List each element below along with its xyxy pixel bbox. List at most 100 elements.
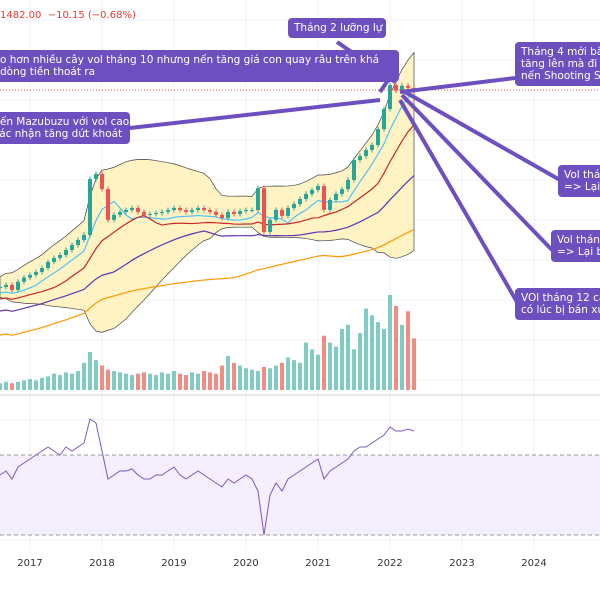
candle-body xyxy=(130,207,134,211)
volume-bar xyxy=(64,372,68,390)
candle-body xyxy=(250,210,254,212)
candle-body xyxy=(328,200,332,210)
volume-bar xyxy=(28,379,32,390)
candle-body xyxy=(184,210,188,212)
candle-body xyxy=(52,257,56,262)
ma-10-line xyxy=(0,124,415,300)
candle-body xyxy=(388,85,392,109)
annotation-text: VOl tháng 12 ca xyxy=(521,292,600,304)
candle-body xyxy=(166,210,170,212)
rsi-line xyxy=(0,418,415,536)
volume-bar xyxy=(208,372,212,390)
candle-body xyxy=(304,193,308,199)
candle-body xyxy=(316,185,320,190)
candle-body xyxy=(340,189,344,194)
candle-body xyxy=(142,211,146,215)
annotation-vol-dec[interactable]: VOl tháng 12 ca có lúc bị bán xu xyxy=(515,288,600,320)
candle-body xyxy=(220,214,224,218)
candle-body xyxy=(112,214,116,220)
volume-bar xyxy=(112,371,116,390)
x-tick-label: 2017 xyxy=(17,558,43,569)
volume-bar xyxy=(58,375,62,390)
candle-body xyxy=(214,211,218,215)
volume-bar xyxy=(334,346,338,390)
candle-body xyxy=(382,108,386,130)
candle-body xyxy=(394,85,398,91)
volume-bar xyxy=(364,308,368,390)
volume-bar xyxy=(154,375,158,390)
candle-body xyxy=(22,277,26,282)
volume-bar xyxy=(292,360,296,390)
volume-bar xyxy=(286,357,290,390)
volume-bar xyxy=(328,342,332,390)
candle-body xyxy=(280,209,284,216)
volume-bar xyxy=(178,373,182,390)
annotation-text: tăng lên mà đi n xyxy=(521,58,600,70)
candle-body xyxy=(148,214,152,216)
volume-bar xyxy=(226,356,230,390)
annotation-vol-1[interactable]: Vol thán=> Lại xyxy=(558,165,600,197)
volume-bar xyxy=(220,365,224,390)
candle-body xyxy=(298,198,302,204)
annotation-feb[interactable]: Tháng 2 lưỡng lự xyxy=(288,18,386,38)
candle-body xyxy=(310,189,314,194)
annotation-pointer xyxy=(399,76,516,94)
annotation-vol-2[interactable]: Vol tháng=> Lại b xyxy=(551,230,600,262)
last-price: 1482.00 xyxy=(0,10,42,21)
volume-bar xyxy=(136,373,140,390)
candle-body xyxy=(40,267,44,272)
volume-bar xyxy=(388,295,392,390)
candle-body xyxy=(70,244,74,250)
annotation-text: có lúc bị bán xu xyxy=(521,304,600,316)
candle-body xyxy=(406,85,410,88)
volume-bar xyxy=(10,383,14,390)
volume-bar xyxy=(394,305,398,390)
candle-body xyxy=(4,284,8,288)
candle-body xyxy=(346,179,350,190)
candle-body xyxy=(202,207,206,211)
annotation-pointer xyxy=(404,90,561,182)
candle-body xyxy=(274,209,278,220)
volume-bar xyxy=(382,328,386,390)
volume-bar xyxy=(346,324,350,390)
ma-40-line xyxy=(0,228,415,336)
candle-body xyxy=(34,271,38,275)
volume-bar xyxy=(406,311,410,390)
candle-body xyxy=(88,179,92,235)
candle-body xyxy=(286,207,290,216)
candle-body xyxy=(106,189,110,220)
volume-bar xyxy=(130,375,134,390)
candle-body xyxy=(322,185,326,210)
annotation-pointer xyxy=(398,98,519,304)
annotation-text: Vol tháng xyxy=(557,234,600,246)
candle-body xyxy=(178,207,182,211)
volume-bar xyxy=(124,373,128,390)
candle-body xyxy=(160,211,164,213)
volume-bar xyxy=(94,360,98,390)
candle-body xyxy=(292,203,296,208)
annotation-marubozu[interactable]: Nến Mazubuzu với vol cao Xác nhận tăng dứ… xyxy=(0,112,130,144)
candle-body xyxy=(100,174,104,190)
volume-bar xyxy=(352,349,356,390)
price-change: −10.15 (−0.68%) xyxy=(47,10,136,21)
volume-bar xyxy=(82,362,86,390)
annotation-vol-oct[interactable]: o hơn nhiều cây vol tháng 10 nhưng nến t… xyxy=(0,50,399,82)
candle-body xyxy=(244,210,248,212)
candle-body xyxy=(0,287,2,289)
volume-bar xyxy=(238,365,242,390)
volume-bar xyxy=(412,338,416,390)
annotation-text: Tháng 2 lưỡng lự xyxy=(294,22,383,34)
volume-bar xyxy=(274,365,278,390)
volume-bar xyxy=(148,373,152,390)
candle-body xyxy=(58,255,62,258)
candle-body xyxy=(124,210,128,212)
candle-body xyxy=(64,250,68,256)
annotation-april[interactable]: Tháng 4 mới bắt tăng lên mà đi n nến Shoot… xyxy=(515,42,600,86)
volume-bar xyxy=(40,377,44,390)
volume-bar xyxy=(340,328,344,390)
annotation-text: dòng tiền thoát ra xyxy=(0,66,96,78)
volume-bar xyxy=(142,372,146,390)
candle-body xyxy=(256,188,260,211)
candle-body xyxy=(136,207,140,212)
